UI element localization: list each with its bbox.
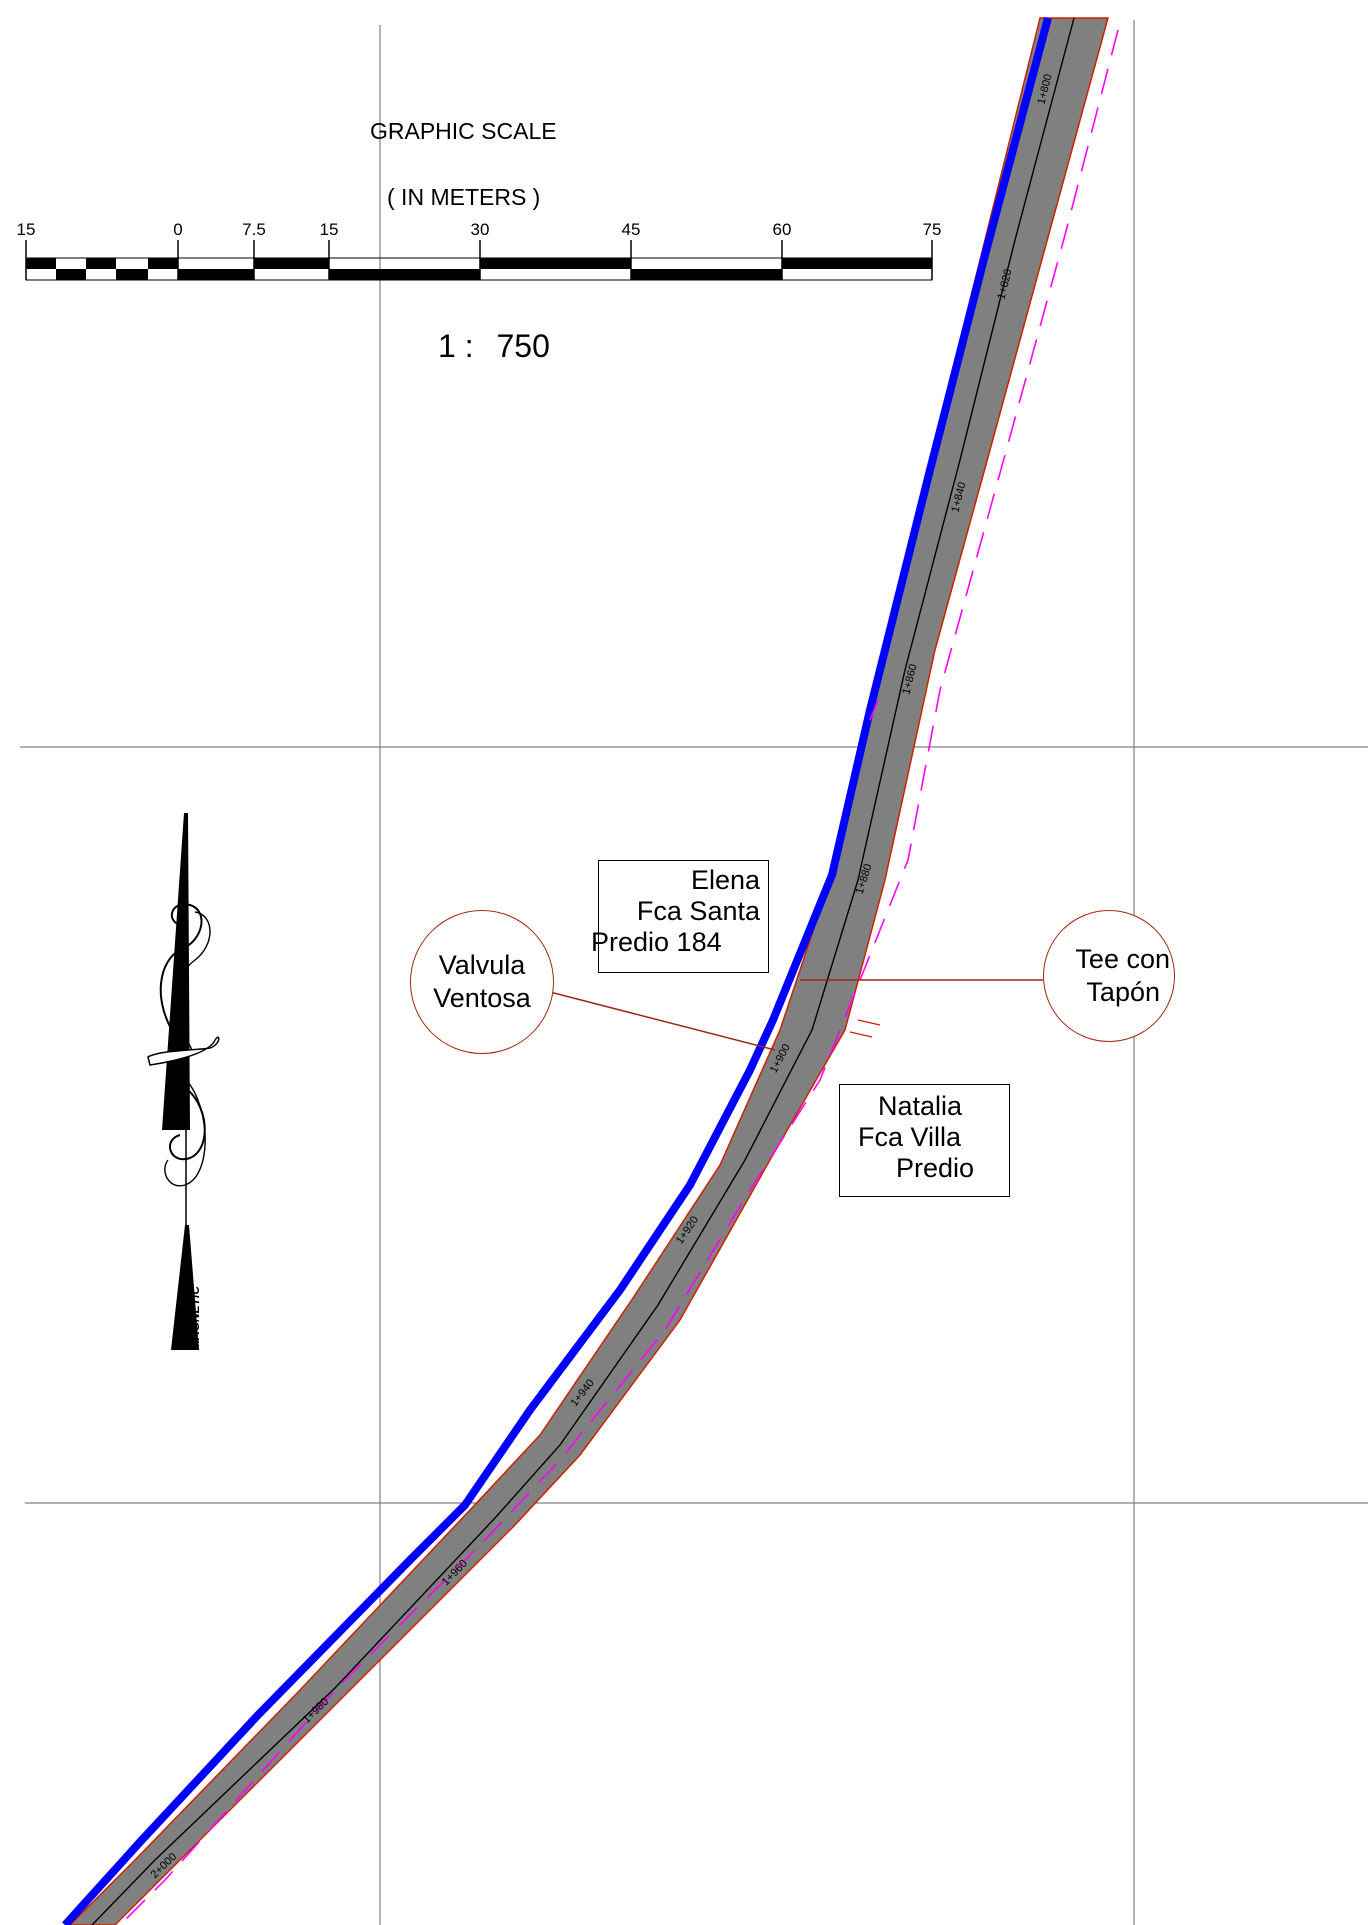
scale-tick-label: 7.5 <box>242 220 266 239</box>
scale-bar: 15 0 7.5 15 30 45 60 75 <box>17 220 942 281</box>
callout-leaders <box>549 979 1043 1051</box>
callout-line: Tee con <box>1075 944 1170 974</box>
north-arrow-scroll-bottom-outer <box>164 1074 206 1187</box>
parcel-line: Predio <box>896 1153 975 1183</box>
north-arrow-scroll-top <box>159 903 203 1041</box>
scale-seg <box>631 269 782 280</box>
callout-line: Valvula <box>438 950 526 980</box>
callout-tee-con-tapon: Tee con Tapón <box>1043 910 1175 1042</box>
callout-valvula-ventosa: Valvula Ventosa <box>410 910 554 1054</box>
boundary-fragment <box>869 699 879 721</box>
scale-seg <box>782 258 932 269</box>
scale-tick-label: 75 <box>923 220 942 239</box>
scale-seg <box>329 269 480 280</box>
scale-seg <box>480 258 631 269</box>
scale-units: ( IN METERS ) <box>387 184 541 210</box>
scale-tick-label: 60 <box>773 220 792 239</box>
scale-tick-label: 15 <box>17 220 36 239</box>
parcel-label-natalia: Natalia Fca Villa Predio <box>839 1084 1010 1197</box>
station-labels: 1+8001+8201+8401+8601+8801+9001+9201+940… <box>149 73 1055 1881</box>
callout-line: Tapón <box>1086 977 1160 1007</box>
north-arrow-scroll-top-outer <box>176 911 211 1051</box>
parcel-label-elena: Elena Fca Santa Predio 184 <box>591 860 769 973</box>
scale-seg <box>254 258 329 269</box>
north-arrow-upper-blade <box>162 813 190 1130</box>
north-arrow-label: MAGNETIC <box>188 1286 202 1350</box>
scale-seg <box>178 269 254 280</box>
scale-seg-outline <box>177 257 933 281</box>
magnetic-north-arrow-icon <box>147 813 220 1350</box>
north-arrow-crossbar <box>147 1036 220 1066</box>
pipeline <box>62 16 1052 1925</box>
scale-seg <box>148 258 178 269</box>
scale-tick-label: 45 <box>622 220 641 239</box>
scale-seg <box>26 258 56 269</box>
parcel-line: Fca Santa <box>636 896 760 926</box>
scale-tick-label: 30 <box>471 220 490 239</box>
scale-ratio: 1 : 750 <box>438 328 550 365</box>
scale-seg <box>86 258 116 269</box>
parcel-line: Predio 184 <box>591 927 722 957</box>
crossing-ticks <box>849 1019 881 1038</box>
callout-line: Ventosa <box>433 983 531 1013</box>
scale-seg <box>116 269 148 280</box>
scale-seg <box>56 269 86 280</box>
scale-ratio-left: 1 : <box>438 328 474 364</box>
scale-ratio-right: 750 <box>496 328 550 364</box>
crossing-tick <box>857 1019 881 1026</box>
property-boundary <box>119 29 1119 1925</box>
scale-tick-label: 15 <box>320 220 339 239</box>
parcel-line: Elena <box>690 865 760 895</box>
parcel-line: Natalia <box>878 1091 963 1121</box>
road-centerline <box>91 17 1075 1925</box>
scale-title: GRAPHIC SCALE <box>370 118 557 144</box>
crossing-tick <box>849 1031 873 1038</box>
north-arrow-lower-blade <box>171 1225 199 1350</box>
scale-tick-label: 0 <box>173 220 182 239</box>
parcel-line: Fca Villa <box>858 1122 962 1152</box>
road-corridor <box>68 17 1109 1925</box>
leader-valvula <box>549 991 776 1051</box>
